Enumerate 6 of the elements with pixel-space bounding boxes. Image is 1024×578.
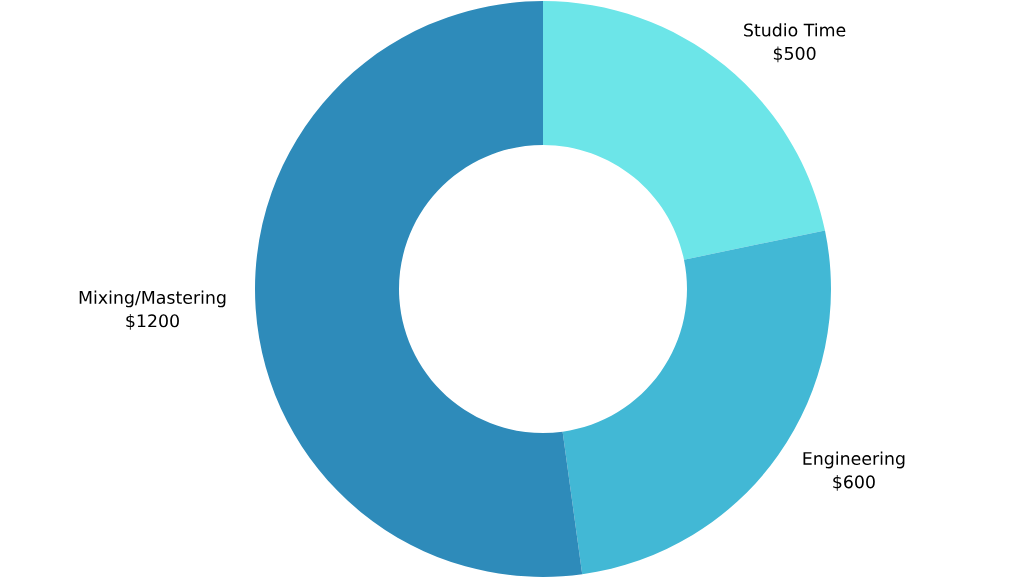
slice-label: Studio Time xyxy=(744,23,846,37)
slice-label: Engineering xyxy=(803,451,905,469)
data-label: $500 xyxy=(773,46,816,63)
slice-label: Mixing/Mastering xyxy=(79,290,226,308)
data-label: $600 xyxy=(833,474,875,491)
data-label: $1200 xyxy=(126,313,179,330)
